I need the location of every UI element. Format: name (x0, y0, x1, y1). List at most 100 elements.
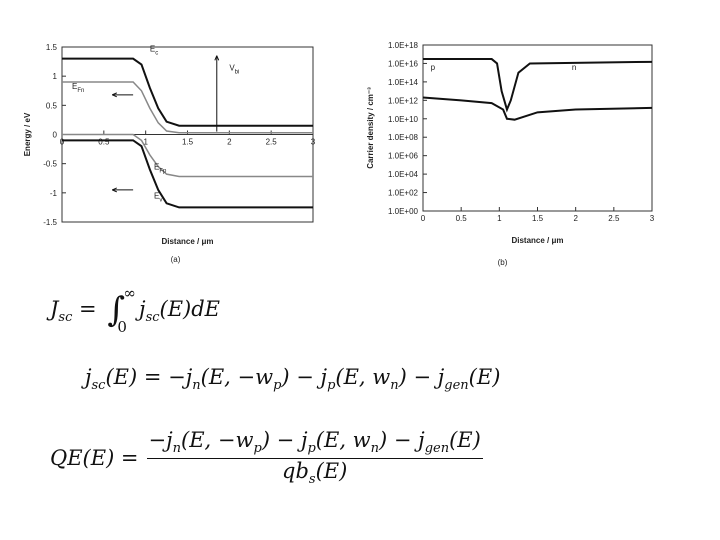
integral: ∫ ∞ 0 (107, 284, 136, 336)
text-part: (E) (449, 428, 481, 452)
text-part: (E)dE (159, 296, 221, 321)
text-part: j (85, 365, 92, 389)
equation-2: jsc(E) = −jn(E, −wp) − jp(E, wn) − jgen(… (85, 365, 500, 393)
annotation: p (431, 63, 436, 72)
upper-limit: ∞ (123, 284, 136, 302)
text-part: qb (282, 459, 309, 484)
panel-label: (a) (171, 255, 181, 264)
text-part: E (72, 82, 77, 91)
text-part: −j (148, 428, 173, 452)
y-tick-label: -0.5 (43, 160, 57, 169)
x-tick-label: 1.5 (532, 214, 544, 223)
y-tick-label: 1.0E+12 (388, 96, 419, 105)
text-part: (E) (468, 365, 501, 389)
text-part: (E) = −j (105, 365, 193, 389)
series-line (62, 133, 313, 178)
series-line (423, 58, 653, 113)
plot-frame (422, 44, 653, 212)
annotation: n (572, 63, 576, 72)
subscript: n (370, 441, 380, 457)
subscript: sc (145, 309, 160, 325)
y-tick-label: 1.0E+14 (388, 78, 419, 87)
annotation: Vbi (229, 63, 239, 75)
integral-sign: ∫ (107, 290, 126, 330)
subscript: p (307, 441, 316, 457)
x-axis-title: Distance / μm (511, 236, 563, 245)
y-tick-label: 1.0E+04 (388, 170, 419, 179)
x-tick-label: 3 (650, 214, 655, 223)
y-tick-label: 0.5 (46, 101, 58, 110)
x-tick-label: 2 (573, 214, 578, 223)
arrowhead (112, 92, 117, 98)
x-tick-label: 0 (421, 214, 426, 223)
subscript: s (308, 472, 316, 488)
text-part: QE(E) = (50, 445, 139, 470)
y-axis-title: Energy / eV (23, 112, 32, 156)
subscript: n (390, 378, 399, 394)
arrowhead (112, 187, 117, 193)
text-part: (E, w (315, 428, 371, 452)
y-tick-label: 1 (53, 72, 58, 81)
y-tick-label: 1.0E+10 (388, 115, 419, 124)
text-part: ) − j (281, 365, 328, 389)
subscript: v (159, 198, 162, 204)
subscript: n (192, 378, 201, 394)
subscript: sc (91, 378, 106, 394)
x-tick-label: 2.5 (608, 214, 620, 223)
text-part: (E, −w (181, 428, 254, 452)
eq-lhs: QE(E) = (50, 446, 139, 470)
y-tick-label: 1.5 (46, 43, 58, 52)
subscript: n (172, 441, 182, 457)
subscript: Fp (159, 169, 167, 175)
text-part: V (229, 63, 235, 72)
y-tick-label: 1.0E+18 (388, 41, 419, 50)
text-part: p (431, 63, 436, 72)
annotation: Ev (154, 192, 162, 204)
x-tick-label: 0.5 (456, 214, 468, 223)
y-tick-label: 1.0E+00 (388, 207, 419, 216)
x-tick-label: 2.5 (266, 138, 278, 147)
y-tick-label: -1.5 (43, 218, 57, 227)
eq-body: jsc(E) = −jn(E, −wp) − jp(E, wn) − jgen(… (85, 365, 501, 393)
equation-1: Jsc = ∫ ∞ 0 jsc(E)dE (50, 284, 221, 336)
text-part: (E, w (335, 365, 391, 389)
eq-lhs: Jsc = (50, 296, 104, 325)
text-part: J (50, 296, 59, 321)
annotation: Ec (150, 45, 158, 57)
subscript: c (155, 51, 158, 57)
x-tick-label: 0 (60, 138, 65, 147)
text-part: (E) (315, 459, 348, 484)
text-part: (E, −w (200, 365, 274, 389)
x-tick-label: 1.5 (182, 138, 194, 147)
arrowhead (214, 55, 220, 61)
lower-limit: 0 (117, 318, 127, 336)
text-part: E (154, 192, 159, 201)
text-part: E (154, 163, 159, 172)
x-tick-label: 0.5 (98, 138, 110, 147)
series-line (62, 57, 313, 127)
x-tick-label: 1 (143, 138, 148, 147)
text-part: E (150, 45, 155, 54)
y-tick-label: 1.0E+02 (388, 189, 419, 198)
text-part: ) − j (398, 365, 445, 389)
y-tick-label: 1.0E+06 (388, 152, 419, 161)
text-part: n (572, 63, 576, 72)
subscript: bi (235, 69, 240, 75)
series-line (422, 96, 653, 121)
y-tick-label: 0 (53, 131, 58, 140)
annotation: EFn (72, 82, 84, 94)
x-tick-label: 2 (227, 138, 232, 147)
subscript: sc (58, 309, 73, 325)
subscript: gen (444, 378, 469, 394)
denominator: qbs(E) (282, 459, 347, 487)
fraction: −jn(E, −wp) − jp(E, wn) − jgen(E) qbs(E) (146, 428, 483, 487)
x-axis-title: Distance / μm (161, 237, 213, 246)
text-part: = (72, 296, 104, 321)
panel-label: (b) (498, 258, 508, 267)
x-tick-label: 3 (311, 138, 316, 147)
y-tick-label: -1 (50, 189, 58, 198)
y-tick-label: 1.0E+08 (388, 133, 419, 142)
subscript: Fn (77, 88, 84, 94)
